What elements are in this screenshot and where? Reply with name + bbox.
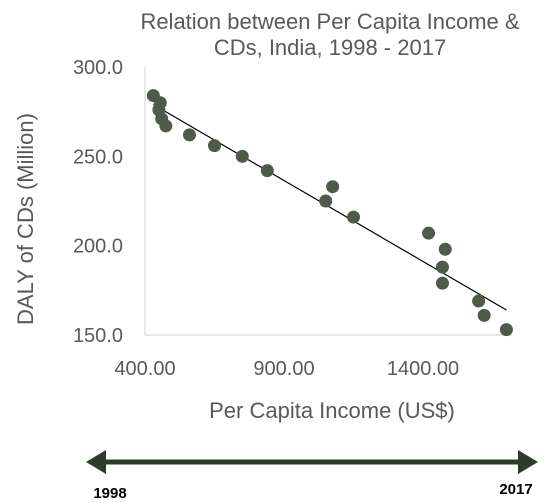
x-tick-label: 400.00 xyxy=(114,358,175,380)
data-point xyxy=(472,294,486,308)
x-axis-title: Per Capita Income (US$) xyxy=(209,398,455,423)
data-point xyxy=(347,210,360,224)
x-tick-labels: 400.00 900.00 1400.00 xyxy=(114,358,459,380)
data-point xyxy=(260,164,274,178)
data-point xyxy=(326,180,340,194)
data-point xyxy=(438,242,452,256)
x-tick-label: 1400.00 xyxy=(387,358,459,380)
y-tick-label: 150.0 xyxy=(73,325,123,347)
y-tick-labels: 150.0 200.0 250.0 300.0 xyxy=(73,57,123,347)
y-tick-label: 250.0 xyxy=(73,146,123,168)
trendline-group xyxy=(153,104,507,311)
data-point xyxy=(477,308,491,322)
x-tick-label: 900.00 xyxy=(253,358,314,380)
timeline-arrow-left-head xyxy=(86,450,106,474)
timeline-arrow-right-head xyxy=(518,450,538,474)
scatter-points xyxy=(146,89,513,337)
trendline xyxy=(153,104,507,311)
y-axis-title-group: DALY of CDs (Million) xyxy=(13,113,38,325)
data-point xyxy=(159,119,173,133)
data-point xyxy=(235,149,249,163)
data-point xyxy=(435,260,449,274)
chart-title-line-2: CDs, India, 1998 - 2017 xyxy=(214,35,446,60)
data-point xyxy=(182,128,196,142)
chart-title-line-1: Relation between Per Capita Income & xyxy=(140,9,519,34)
timeline-end-year: 2017 xyxy=(499,481,532,498)
data-point xyxy=(435,276,449,290)
chart-title: Relation between Per Capita Income & CDs… xyxy=(140,9,519,60)
data-point xyxy=(153,96,167,110)
y-tick-label: 200.0 xyxy=(73,236,123,258)
data-point xyxy=(208,139,221,153)
timeline: 1998 2017 xyxy=(86,450,538,502)
data-point xyxy=(422,226,436,240)
timeline-start-year: 1998 xyxy=(93,485,126,502)
data-point xyxy=(499,323,513,337)
y-tick-label: 300.0 xyxy=(73,57,123,79)
data-point xyxy=(319,194,333,208)
y-axis-title: DALY of CDs (Million) xyxy=(13,113,38,325)
